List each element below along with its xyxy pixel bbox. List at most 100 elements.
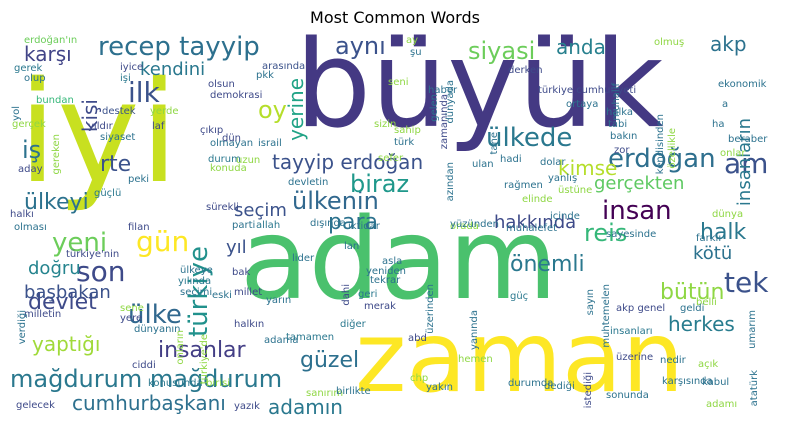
- word-karsi: karşı: [24, 42, 72, 66]
- word-ulkeye: ülkeye: [180, 265, 213, 276]
- word-seni: seni: [388, 77, 409, 88]
- word-su: şu: [410, 47, 422, 58]
- word-destek: destek: [102, 106, 136, 117]
- word-adami: adamı: [706, 399, 738, 410]
- word-yazik: yazık: [234, 401, 260, 412]
- word-akp-genel: akp genel: [616, 303, 666, 314]
- word-azindan: azından: [445, 162, 456, 202]
- word-tayyip-erdogan: tayyip erdoğan: [272, 150, 424, 174]
- word-tabi: tabi: [608, 119, 628, 130]
- word-onlar: onlar: [720, 148, 746, 159]
- word-erdogan-in: erdoğan'ın: [24, 35, 78, 46]
- word-ilk: ilk: [128, 76, 160, 109]
- word-dunyada: dünyada: [445, 80, 456, 124]
- word-lan: lan: [344, 241, 360, 252]
- word-guzel: güzel: [300, 348, 360, 373]
- word-uzerine: üzerine: [616, 352, 654, 363]
- word-akp: akp: [710, 34, 747, 56]
- word-bakin: bakın: [610, 131, 638, 142]
- word-sefer: sefer: [378, 153, 404, 164]
- word-yeniden: yeniden: [366, 266, 407, 277]
- word-yaptigi: yaptığı: [32, 332, 101, 356]
- word-millet: millet: [234, 287, 263, 298]
- word-gercek: gerçek: [12, 119, 46, 130]
- word-belli: belli: [696, 297, 717, 308]
- word-a: a: [722, 99, 729, 110]
- word-cloud: büyük iyi adam zaman recep tayyip erdoğan mağd…: [10, 34, 780, 419]
- word-allah: allah: [256, 220, 281, 231]
- word-olmus: olmuş: [654, 37, 685, 48]
- word-yaninda: yanında: [469, 310, 480, 350]
- word-butun: bütün: [660, 280, 725, 305]
- word-surekli: sürekli: [206, 202, 239, 213]
- word-ortaya: ortaya: [566, 99, 599, 110]
- word-yanlis: yanlış: [548, 173, 578, 184]
- word-olsun: olsun: [208, 79, 235, 90]
- word-para: para: [328, 210, 378, 235]
- word-zaman: zaman: [355, 301, 685, 415]
- word-sene: sene: [120, 303, 144, 314]
- word-oy: oy: [258, 96, 287, 124]
- word-yerde: yerde: [150, 106, 179, 117]
- word-basbakan: başbakan: [24, 282, 111, 303]
- word-arasinda: arasında: [262, 61, 306, 72]
- word-kendisinden: kendisinden: [655, 114, 666, 175]
- word-sonunda: sonunda: [606, 390, 649, 401]
- word-adamin: adamın: [268, 395, 343, 419]
- word-magdurum-magdurum: mağdurum mağdurum: [10, 365, 283, 393]
- word-insanlar: insanlar: [158, 338, 246, 363]
- word-son: son: [76, 255, 126, 288]
- word-ustune: üstüne: [558, 185, 593, 196]
- word-tamamen: tamamen: [286, 332, 335, 343]
- word-uzerinden: üzerinden: [425, 284, 436, 334]
- word-sayesinde: sayesinde: [606, 229, 657, 240]
- word-halki: halkı: [10, 209, 34, 220]
- word-olmayan: olmayan: [210, 138, 254, 149]
- word-yarin: yarın: [266, 295, 292, 306]
- word-dunya: dünya: [712, 209, 744, 220]
- word-sahip: sahip: [394, 125, 421, 136]
- word-kabul: kabul: [702, 377, 730, 388]
- word-am: am: [724, 147, 769, 180]
- word-olup: olup: [24, 73, 46, 84]
- word-haber: haber: [428, 85, 458, 96]
- word-yil: yıl: [226, 237, 247, 258]
- word-anda: anda: [556, 35, 606, 59]
- word-turkiye-de: türkiye'de: [199, 334, 210, 385]
- word-dedigi: dediği: [544, 381, 575, 392]
- word-muhalif: muhalif: [611, 83, 622, 121]
- word-peki: peki: [128, 174, 150, 185]
- word-erdogan: erdoğan: [608, 144, 716, 174]
- word-gereken: gereken: [51, 134, 62, 175]
- word-milletin: milletin: [24, 309, 62, 320]
- word-ulke: ülke: [128, 300, 182, 330]
- word-verdigi: verdiği: [17, 310, 28, 345]
- word-yuzunden: yüzünden: [450, 219, 500, 230]
- word-ataturk: atatürk: [749, 370, 760, 407]
- word-aday: aday: [18, 164, 43, 175]
- word-umarim: umarım: [747, 310, 758, 349]
- word-konuda: konuda: [210, 163, 247, 174]
- word-yildir: yıldır: [88, 121, 113, 132]
- word-uzun: uzun: [236, 155, 261, 166]
- word-beraber: beraber: [728, 134, 768, 145]
- word-biraz: biraz: [350, 170, 410, 198]
- word-gercekten: gerçekten: [594, 173, 685, 194]
- word-diger: diğer: [340, 319, 366, 330]
- word-dahi: dahi: [341, 284, 352, 306]
- word-ulkenin: ülkenin: [292, 187, 379, 215]
- word-ha: ha: [712, 119, 725, 130]
- word-durum: durum: [208, 154, 241, 165]
- word-ulkeyi: ülkeyi: [24, 190, 89, 215]
- word-cumhurbaskani: cumhurbaşkanı: [72, 391, 226, 415]
- word-hadi: hadi: [500, 154, 522, 165]
- word-olmasi: olması: [14, 222, 47, 233]
- word-asla: asla: [382, 256, 403, 267]
- word-filan: filan: [128, 222, 150, 233]
- word-birisi: birisi: [206, 378, 231, 389]
- word-gerek: gerek: [14, 63, 43, 74]
- word-tane: tane: [489, 132, 500, 155]
- word-buyuk: büyük: [295, 34, 664, 155]
- word-halk: halk: [700, 220, 747, 245]
- word-dolar: dolar: [540, 157, 566, 168]
